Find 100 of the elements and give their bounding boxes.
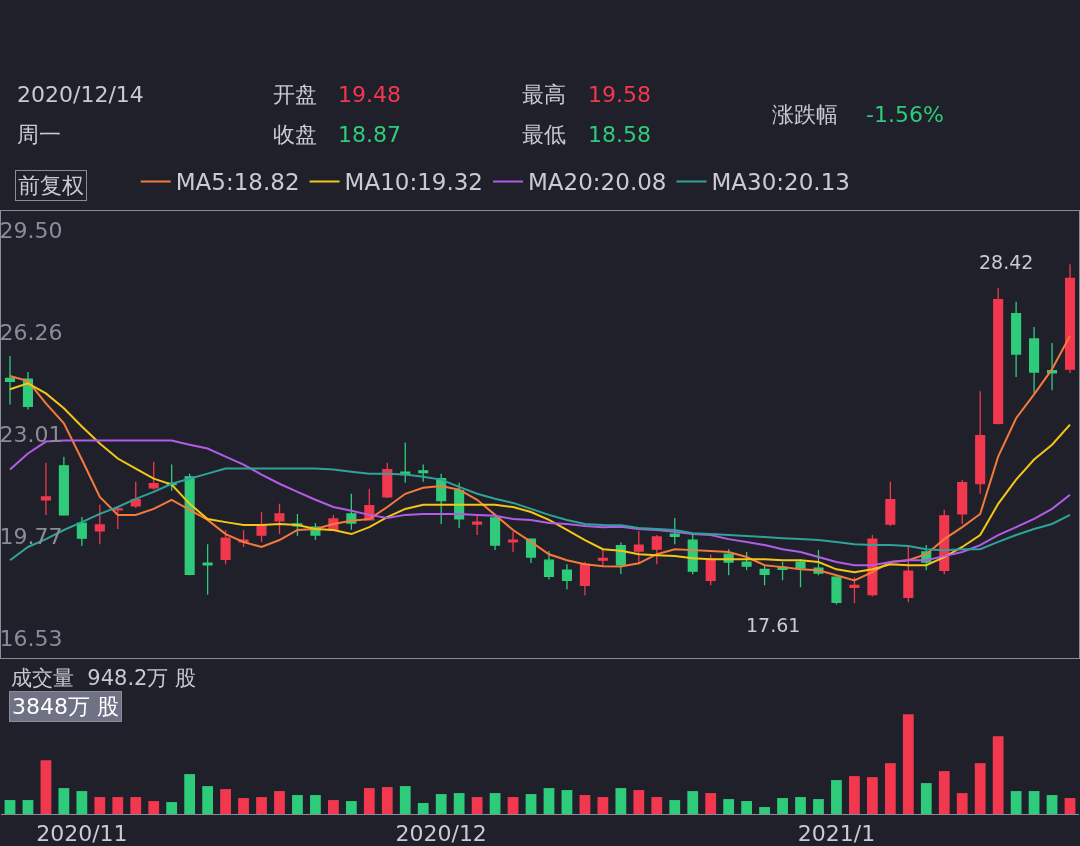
bar xyxy=(202,786,214,815)
bar xyxy=(669,800,681,815)
bar xyxy=(399,786,411,815)
bar xyxy=(22,800,34,815)
candlestick xyxy=(202,543,213,596)
candlestick xyxy=(579,561,590,597)
bar xyxy=(238,798,249,815)
candlestick xyxy=(58,456,69,517)
bar xyxy=(849,776,860,815)
candlestick xyxy=(543,550,555,581)
bar xyxy=(417,803,429,815)
bar xyxy=(1046,795,1058,815)
annotation: 28.42 xyxy=(979,251,1034,273)
candlestick xyxy=(418,463,429,483)
candlestick xyxy=(903,546,914,604)
bar xyxy=(525,794,537,815)
candlestick xyxy=(597,547,608,567)
candlestick xyxy=(957,478,968,525)
text: 18.58 xyxy=(588,122,651,147)
candlestick xyxy=(40,461,51,516)
candlestick xyxy=(1011,301,1022,378)
text: 前复权 xyxy=(18,173,84,198)
bar xyxy=(813,799,824,815)
x-tick-label: 2020/12 xyxy=(395,821,487,846)
bar xyxy=(615,788,627,815)
text: 周一 xyxy=(17,122,61,147)
bar xyxy=(220,789,231,815)
bar xyxy=(489,793,501,815)
candlestick xyxy=(993,286,1004,426)
candlestick xyxy=(975,390,986,495)
bar xyxy=(94,797,106,815)
bar xyxy=(1064,798,1076,815)
bar xyxy=(633,790,645,815)
candlestick xyxy=(148,461,159,491)
text: 最高 xyxy=(522,82,566,107)
bar xyxy=(974,763,986,815)
bar xyxy=(992,736,1004,815)
bar xyxy=(58,788,70,815)
y-tick-label: 23.01 xyxy=(0,422,63,448)
bar xyxy=(543,788,555,815)
bar xyxy=(184,774,196,815)
candlestick xyxy=(94,504,105,545)
bar xyxy=(435,794,447,815)
text: 2020/12/14 xyxy=(17,82,144,107)
bar xyxy=(112,797,124,815)
bar xyxy=(327,800,339,815)
bar xyxy=(831,780,842,815)
text: 收盘 xyxy=(273,122,317,147)
candlestick xyxy=(1064,263,1076,374)
candlestick xyxy=(669,517,680,545)
candlestick xyxy=(220,529,231,565)
bar xyxy=(4,800,16,815)
candlestick xyxy=(4,355,16,406)
bar xyxy=(579,795,591,815)
annotation: 17.61 xyxy=(746,614,801,636)
bar xyxy=(723,799,735,815)
candlestick xyxy=(1029,326,1040,395)
bar xyxy=(148,801,160,815)
bar xyxy=(651,797,663,815)
candlestick xyxy=(382,461,393,499)
x-tick-label: 2021/1 xyxy=(797,821,876,846)
candlestick xyxy=(759,563,770,587)
candlestick xyxy=(76,516,87,547)
bar xyxy=(292,795,303,815)
candlestick xyxy=(741,551,752,571)
bar xyxy=(561,790,573,815)
candlestick xyxy=(831,575,842,606)
bar xyxy=(507,797,519,815)
bar xyxy=(363,788,375,815)
legend-label: MA30:20.13 xyxy=(711,169,850,196)
text: -1.56% xyxy=(866,102,944,127)
y-tick-label: 29.50 xyxy=(0,218,63,244)
candlestick xyxy=(885,481,896,527)
text: 涨跌幅 xyxy=(772,102,838,127)
bar xyxy=(866,777,878,815)
bar xyxy=(310,795,321,815)
text: 开盘 xyxy=(273,82,317,107)
bar xyxy=(956,793,968,815)
bar xyxy=(471,797,483,815)
y-tick-label: 16.53 xyxy=(0,626,63,652)
bar xyxy=(884,763,896,815)
annotation: 3848万 股 xyxy=(12,694,119,719)
text: 19.48 xyxy=(338,82,401,107)
candlestick xyxy=(561,563,572,591)
bar xyxy=(256,797,267,815)
candlestick xyxy=(274,503,285,535)
legend-label: MA20:20.08 xyxy=(528,169,667,196)
bar xyxy=(345,801,357,815)
bar xyxy=(687,791,699,815)
bar xyxy=(1028,791,1040,815)
bar xyxy=(274,791,285,815)
candlestick xyxy=(184,473,195,576)
candlestick xyxy=(508,531,519,553)
candlestick xyxy=(849,576,860,604)
bar xyxy=(381,787,393,815)
bar xyxy=(76,791,88,815)
bar xyxy=(130,797,142,815)
bar xyxy=(40,760,52,815)
bar xyxy=(759,807,770,815)
legend-label: MA5:18.82 xyxy=(175,169,300,196)
